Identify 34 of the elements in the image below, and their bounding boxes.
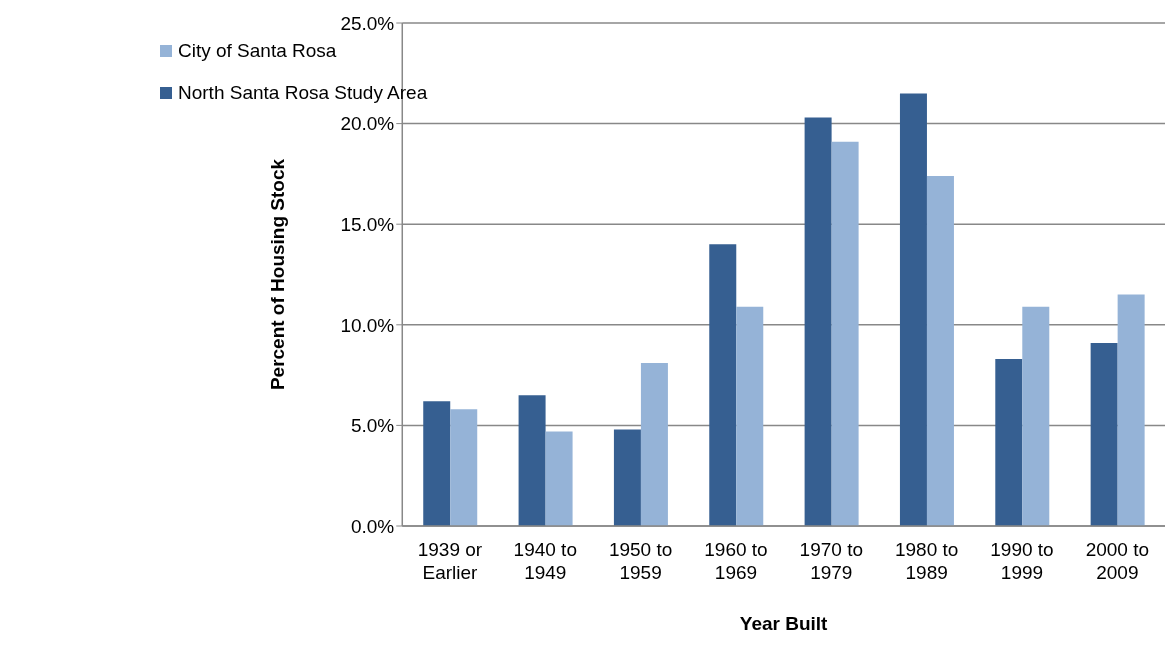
x-axis-title: Year Built <box>739 613 829 634</box>
bar <box>831 141 859 526</box>
bar <box>613 429 641 526</box>
legend-label: City of Santa Rosa <box>178 40 337 62</box>
x-tick-label: 1990 to 1999 <box>990 539 1054 583</box>
x-tick-label: 1940 to 1949 <box>513 539 577 583</box>
bar <box>1022 306 1050 526</box>
bar <box>450 409 478 526</box>
y-tick-label: 10.0% <box>340 314 395 336</box>
y-axis-title: Percent of Housing Stock <box>267 158 289 391</box>
bar <box>926 175 954 526</box>
bar <box>899 93 927 526</box>
bar <box>736 306 764 526</box>
y-tick-label: 0.0% <box>350 515 395 537</box>
x-tick-label: 1970 to 1979 <box>799 539 864 583</box>
legend-label: North Santa Rosa Study Area <box>178 82 428 104</box>
x-tick-label: 1939 or Earlier <box>417 539 483 583</box>
bar <box>804 117 832 526</box>
bar <box>1090 342 1118 526</box>
x-tick-label: 1960 to 1969 <box>704 539 768 583</box>
bar <box>1117 294 1145 526</box>
y-tick-label: 15.0% <box>340 213 395 235</box>
y-tick-label: 20.0% <box>340 113 395 135</box>
y-tick-label: 5.0% <box>350 415 395 437</box>
bar <box>995 359 1023 526</box>
x-tick-label: 1980 to 1989 <box>894 539 959 583</box>
x-tick-label: 2000 to 2009 <box>1085 539 1150 583</box>
bar <box>545 431 573 526</box>
bar <box>518 395 546 526</box>
x-tick-label: 1950 to 1959 <box>608 539 673 583</box>
bar <box>423 401 451 526</box>
bar <box>709 244 737 526</box>
y-tick-label: 25.0% <box>340 12 395 34</box>
bar <box>640 363 668 526</box>
